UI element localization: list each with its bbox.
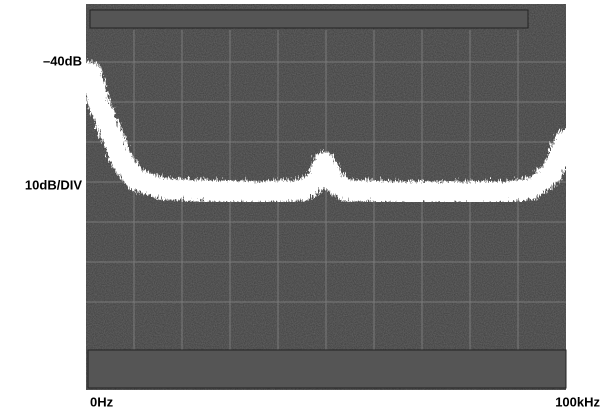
spectrum-trace [77, 59, 574, 201]
start-frequency-label: 0Hz [90, 394, 114, 409]
bottom-bar [87, 349, 567, 389]
top-level-label: –40dB [43, 53, 82, 68]
scale-label: 10dB/DIV [25, 177, 82, 192]
top-bar [89, 9, 529, 29]
stop-frequency-label: 100kHz [555, 394, 600, 409]
